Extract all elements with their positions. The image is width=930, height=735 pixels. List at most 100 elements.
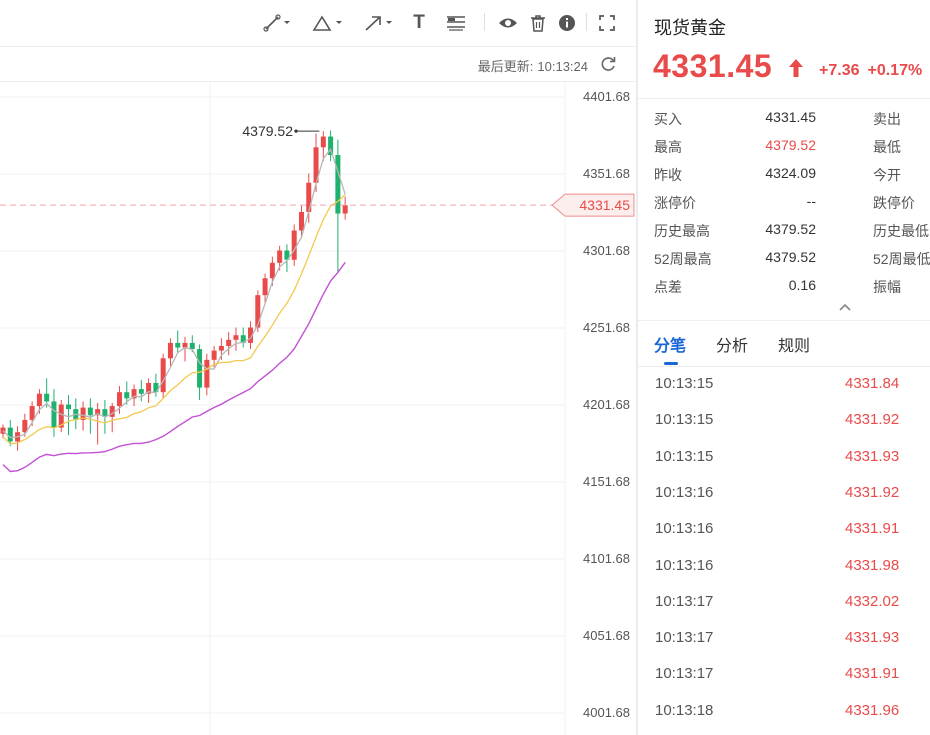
y-tick-label: 4201.68 [583,397,630,412]
candle-body [189,342,195,350]
text-tool-icon[interactable]: T [413,12,425,33]
tick-price: 4332.02 [845,592,900,610]
change-percent: +0.17% [867,62,923,79]
line-tool-icon[interactable] [262,12,294,34]
chart-panel[interactable]: 4401.68 4351.68 4301.68 4251.68 4201.68 4151.… [0,0,636,735]
fullscreen-icon[interactable] [596,12,618,34]
candle-body [226,339,232,346]
tab-rules[interactable]: 规则 [778,338,811,355]
candle-body [95,409,101,416]
quote-value: 4379.52 [765,137,816,153]
tick-price: 4331.96 [845,701,900,719]
quote-value: 4379.52 [765,221,816,237]
divider [638,98,930,99]
quote-label: 买入 [654,111,682,127]
refresh-icon[interactable] [598,54,618,74]
candle-body [153,382,159,393]
candle-body [66,404,72,410]
candle-body [160,358,166,393]
candle-body [197,349,203,388]
quote-label: 最高 [654,139,682,155]
candle-body [131,389,137,399]
candle-body [313,147,319,183]
candle-body [22,419,28,433]
quote-label-secondary: 振幅 [873,279,901,295]
quote-label: 昨收 [654,167,682,183]
quote-label-secondary: 卖出 [873,111,901,127]
candle-body [116,392,122,407]
candle-body [328,136,334,156]
arrow-tool-icon[interactable] [362,12,396,34]
candle-body [342,205,348,214]
tick-price: 4331.84 [845,375,900,392]
divider [638,366,930,367]
candle-body [29,406,35,420]
last-update-label: 最后更新: [477,59,534,74]
tab-analysis[interactable]: 分析 [716,338,749,355]
quote-label-secondary: 历史最低 [873,223,929,239]
candle-body [269,262,275,279]
tab-ticks[interactable]: 分笔 [654,338,687,355]
tick-row: 10:13:15 4331.92 [638,402,930,438]
candle-body [182,342,188,348]
tick-row: 10:13:15 4331.93 [638,439,930,475]
update-row: 最后更新: 10:13:24 [0,47,636,82]
tick-time: 10:13:17 [655,629,714,647]
tick-price: 4331.93 [845,447,900,465]
candle-body [233,335,239,340]
quote-label: 点差 [654,279,682,295]
quote-value: 4324.09 [765,165,816,181]
tick-price: 4331.91 [845,520,900,538]
tick-row: 10:13:16 4331.92 [638,475,930,511]
quote-row: 最高 4379.52 最低 [638,131,930,159]
divider [638,320,930,321]
candle-body [284,250,290,260]
tick-price: 4331.93 [845,629,900,647]
tick-row: 10:13:15 4331.84 [638,366,930,402]
quote-value: 4331.45 [765,109,816,125]
quote-value: 0.16 [788,277,816,293]
y-tick-label: 4151.68 [583,474,630,489]
quote-row: 52周最高 4379.52 52周最低 [638,243,930,271]
quote-label-secondary: 跌停价 [873,195,915,211]
triangle-tool-icon[interactable] [310,12,346,34]
eye-icon[interactable] [496,12,520,34]
candle-body [138,389,144,394]
ma-long-line [2,261,346,473]
price-change: +7.36 +0.17% [819,62,922,80]
quote-label-secondary: 52周最低 [873,251,930,267]
tick-price: 4331.92 [845,483,900,501]
ma-mid-line [2,194,346,445]
candle-body [102,409,108,417]
quote-panel: 现货黄金 4331.45 +7.36 +0.17% 买入 4331.45 卖出 最高 43… [638,0,930,735]
current-price-tag-label: 4331.45 [579,197,630,213]
last-update: 最后更新: 10:13:24 [474,56,588,75]
ma-short-line [2,148,346,439]
quote-row: 昨收 4324.09 今开 [638,159,930,187]
current-price: 4331.45 [653,48,773,84]
quote-value: -- [806,193,816,209]
tick-price: 4331.98 [845,556,900,574]
tick-time: 10:13:16 [655,483,714,501]
panel-divider [636,0,638,735]
tick-row: 10:13:17 4332.02 [638,584,930,620]
y-tick-label: 4351.68 [583,166,630,181]
info-icon[interactable] [556,12,578,34]
toolbar-divider [586,13,587,31]
candle-body [51,401,57,428]
candle-body [204,359,210,388]
candle-body [240,335,246,343]
quote-value: 4379.52 [765,249,816,265]
candlestick-chart[interactable]: 4401.68 4351.68 4301.68 4251.68 4201.68 4151.… [0,0,636,735]
tick-price: 4331.91 [845,665,900,683]
trash-icon[interactable] [527,12,549,34]
chevron-up-icon[interactable] [838,302,852,312]
y-tick-label: 4001.68 [583,705,630,720]
high-annotation-label: 4379.52 [242,123,293,139]
quote-label: 涨停价 [654,195,696,211]
fib-tool-icon[interactable] [444,12,468,34]
candle-body [320,136,326,148]
quote-row: 涨停价 -- 跌停价 [638,187,930,215]
tick-row: 10:13:16 4331.98 [638,548,930,584]
y-tick-label: 4401.68 [583,89,630,104]
